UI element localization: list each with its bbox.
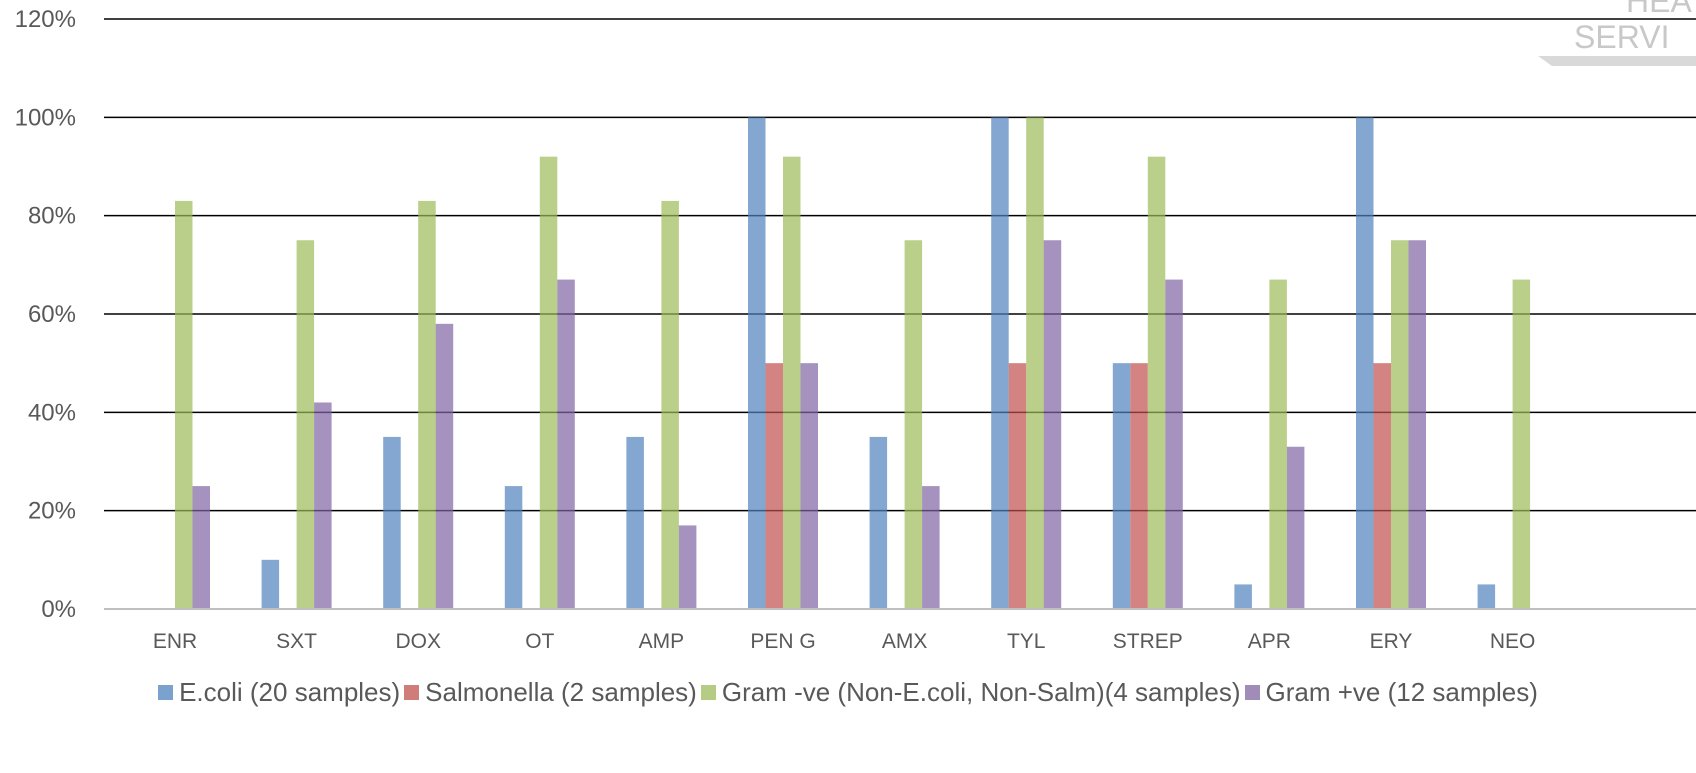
x-tick-label: TYL bbox=[1007, 630, 1046, 653]
x-tick-label: AMP bbox=[639, 630, 685, 653]
bar-sxt-s3 bbox=[296, 240, 315, 609]
bar-enr-s4 bbox=[192, 486, 210, 609]
watermark-line1: HEA bbox=[1626, 0, 1692, 19]
x-tick-label: SXT bbox=[276, 630, 317, 653]
bar-tyl-s1 bbox=[991, 117, 1009, 609]
gridlines bbox=[104, 18, 1696, 512]
bar-strep-s2 bbox=[1130, 363, 1148, 609]
bar-ot-s1 bbox=[504, 486, 523, 609]
bar-amx-s3 bbox=[904, 240, 923, 609]
bar-amx-s4 bbox=[922, 486, 940, 609]
x-tick-label: STREP bbox=[1113, 630, 1183, 653]
bar-pen-g-s3 bbox=[783, 156, 801, 609]
bar-strep-s4 bbox=[1165, 279, 1183, 609]
bar-dox-s1 bbox=[383, 436, 401, 609]
y-tick-label: 100% bbox=[15, 104, 76, 131]
x-tick-label: AMX bbox=[882, 630, 928, 653]
legend-item: E.coli (20 samples) bbox=[158, 677, 400, 708]
x-tick-label: OT bbox=[525, 630, 554, 653]
bar-amp-s3 bbox=[661, 200, 679, 609]
bar-ery-s1 bbox=[1356, 117, 1374, 609]
legend-label: Salmonella (2 samples) bbox=[425, 677, 697, 707]
y-tick-label: 80% bbox=[28, 203, 76, 230]
y-tick-label: 120% bbox=[15, 6, 76, 33]
bar-pen-g-s1 bbox=[748, 117, 766, 609]
legend-swatch bbox=[404, 685, 420, 700]
bar-enr-s3 bbox=[175, 200, 193, 609]
y-tick-label: 60% bbox=[28, 301, 76, 328]
legend-item: Gram +ve (12 samples) bbox=[1244, 677, 1538, 708]
bar-strep-s3 bbox=[1147, 156, 1166, 609]
bar-ery-s4 bbox=[1408, 240, 1426, 609]
bar-ery-s3 bbox=[1391, 240, 1409, 609]
x-tick-label: DOX bbox=[395, 630, 441, 653]
bar-amp-s4 bbox=[678, 525, 697, 609]
watermark-bar bbox=[1538, 56, 1696, 66]
axes: 0% 20% 40% 60% 80% 100% 120% ENR SXT DOX OT AMP PEN … bbox=[15, 6, 1696, 653]
y-tick-label: 40% bbox=[28, 399, 76, 426]
legend-swatch bbox=[700, 685, 716, 700]
bar-sxt-s1 bbox=[261, 559, 280, 609]
bar-sxt-s4 bbox=[314, 402, 332, 609]
y-tick-label: 0% bbox=[41, 596, 76, 623]
bar-ery-s2 bbox=[1373, 363, 1391, 609]
bar-neo-s3 bbox=[1512, 279, 1531, 609]
bar-ot-s3 bbox=[539, 156, 558, 609]
legend: E.coli (20 samples) Salmonella (2 samples… bbox=[0, 676, 1696, 708]
bar-apr-s4 bbox=[1286, 446, 1305, 609]
legend-label: Gram +ve (12 samples) bbox=[1265, 677, 1538, 707]
watermark-line2: SERVI bbox=[1574, 19, 1669, 55]
bar-dox-s4 bbox=[435, 323, 454, 609]
bar-pen-g-s2 bbox=[765, 363, 783, 609]
legend-swatch bbox=[158, 685, 174, 700]
legend-label: Gram -ve (Non-E.coli, Non-Salm)(4 sample… bbox=[721, 677, 1241, 707]
legend-swatch bbox=[1244, 685, 1260, 700]
bar-tyl-s3 bbox=[1026, 117, 1044, 609]
x-tick-label: PEN G bbox=[750, 630, 815, 653]
x-tick-label: NEO bbox=[1490, 630, 1536, 653]
bar-apr-s1 bbox=[1234, 584, 1252, 609]
x-tick-label: APR bbox=[1248, 630, 1291, 653]
legend-item: Gram -ve (Non-E.coli, Non-Salm)(4 sample… bbox=[700, 677, 1241, 708]
legend-label: E.coli (20 samples) bbox=[179, 677, 401, 707]
bar-dox-s3 bbox=[418, 200, 436, 609]
watermark-logo: HEA SERVI bbox=[1526, 0, 1696, 74]
bar-strep-s1 bbox=[1112, 363, 1131, 609]
x-tick-label: ENR bbox=[153, 630, 197, 653]
bars bbox=[175, 117, 1531, 609]
bar-tyl-s4 bbox=[1043, 240, 1062, 609]
bar-apr-s3 bbox=[1269, 279, 1287, 609]
bar-tyl-s2 bbox=[1008, 363, 1027, 609]
bar-amx-s1 bbox=[869, 436, 888, 609]
legend-item: Salmonella (2 samples) bbox=[404, 677, 697, 708]
x-tick-label: ERY bbox=[1370, 630, 1413, 653]
y-tick-label: 20% bbox=[28, 498, 76, 525]
bar-pen-g-s4 bbox=[800, 363, 818, 609]
bar-neo-s1 bbox=[1477, 584, 1496, 609]
bar-amp-s1 bbox=[626, 436, 644, 609]
bar-ot-s4 bbox=[557, 279, 575, 609]
